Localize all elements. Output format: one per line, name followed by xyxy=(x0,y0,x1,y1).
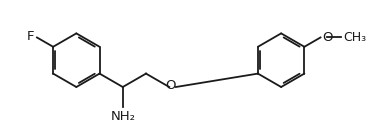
Text: O: O xyxy=(165,79,176,92)
Text: NH₂: NH₂ xyxy=(110,111,135,123)
Text: O: O xyxy=(323,31,333,44)
Text: F: F xyxy=(27,30,34,43)
Text: CH₃: CH₃ xyxy=(343,31,366,44)
